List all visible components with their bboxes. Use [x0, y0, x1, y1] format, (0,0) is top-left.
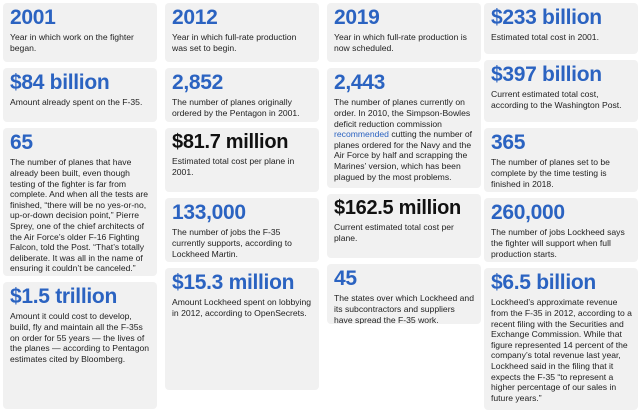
- stat-value: $233 billion: [491, 6, 602, 29]
- stat-card: $1.5 trillion Amount it could cost to de…: [3, 282, 157, 409]
- stat-description: Amount already spent on the F-35.: [10, 97, 143, 108]
- stat-card: 365 The number of planes set to be compl…: [484, 128, 638, 192]
- stat-card: 2,443 The number of planes currently on …: [327, 68, 481, 188]
- stat-description: The states over which Lockheed and its s…: [334, 293, 474, 324]
- stat-card: 260,000 The number of jobs Lockheed says…: [484, 198, 638, 262]
- stat-card: 2001 Year in which work on the fighter b…: [3, 3, 157, 62]
- stat-description: Year in which work on the fighter began.: [10, 32, 134, 53]
- stat-description: Current estimated total cost per plane.: [334, 222, 454, 243]
- stat-value: 2,443: [334, 71, 386, 94]
- stat-card: $15.3 million Amount Lockheed spent on l…: [165, 268, 319, 390]
- stat-value: $6.5 billion: [491, 271, 596, 294]
- stat-description: Estimated total cost per plane in 2001.: [172, 156, 295, 177]
- column-2: 2012 Year in which full-rate production …: [165, 3, 319, 396]
- stat-description: Year in which full-rate production was s…: [172, 32, 297, 53]
- stat-card: 2,852 The number of planes originally or…: [165, 68, 319, 122]
- stat-description: Current estimated total cost, according …: [491, 89, 622, 110]
- stat-card: 2019 Year in which full-rate production …: [327, 3, 481, 62]
- stat-description: The number of planes that have already b…: [10, 157, 149, 274]
- stat-description: The number of jobs Lockheed says the fig…: [491, 227, 625, 259]
- stat-card: 2012 Year in which full-rate production …: [165, 3, 319, 62]
- stat-description: Lockheed’s approximate revenue from the …: [491, 297, 632, 403]
- stat-value: 65: [10, 131, 33, 154]
- description-text: The number of planes currently on order.…: [334, 97, 471, 129]
- stat-value: 260,000: [491, 201, 565, 224]
- recommended-link[interactable]: recommended: [334, 129, 389, 140]
- stat-description: The number of planes set to be complete …: [491, 157, 610, 189]
- stat-value: $1.5 trillion: [10, 285, 117, 308]
- stat-value: $81.7 million: [172, 131, 289, 153]
- stat-value: $162.5 million: [334, 197, 461, 219]
- column-1: 2001 Year in which work on the fighter b…: [3, 3, 157, 410]
- stat-card: 133,000 The number of jobs the F-35 curr…: [165, 198, 319, 262]
- stat-description: Amount it could cost to develop, build, …: [10, 311, 150, 364]
- column-4: $233 billion Estimated total cost in 200…: [484, 3, 638, 410]
- stat-value: $397 billion: [491, 63, 602, 86]
- stat-card: 45 The states over which Lockheed and it…: [327, 264, 481, 324]
- stat-description: The number of jobs the F-35 currently su…: [172, 227, 292, 259]
- stat-value: 2001: [10, 6, 56, 29]
- stat-card: $162.5 million Current estimated total c…: [327, 194, 481, 258]
- stat-value: $84 billion: [10, 71, 110, 94]
- column-3: 2019 Year in which full-rate production …: [327, 3, 481, 330]
- stat-value: 2012: [172, 6, 218, 29]
- stat-card: 65 The number of planes that have alread…: [3, 128, 157, 276]
- stat-card: $233 billion Estimated total cost in 200…: [484, 3, 638, 54]
- stat-description: Estimated total cost in 2001.: [491, 32, 599, 43]
- stat-card: $84 billion Amount already spent on the …: [3, 68, 157, 122]
- stat-value: 133,000: [172, 201, 246, 224]
- stat-description: The number of planes originally ordered …: [172, 97, 300, 118]
- stat-value: $15.3 million: [172, 271, 295, 294]
- stat-value: 2,852: [172, 71, 224, 94]
- stat-value: 365: [491, 131, 526, 154]
- stat-description: Amount Lockheed spent on lobbying in 201…: [172, 297, 312, 318]
- description-text: cutting the number of planes ordered for…: [334, 129, 473, 182]
- stat-card: $397 billion Current estimated total cos…: [484, 60, 638, 122]
- stat-description: Year in which full-rate production is no…: [334, 32, 467, 53]
- stat-description: The number of planes currently on order.…: [334, 97, 475, 182]
- stat-card: $81.7 million Estimated total cost per p…: [165, 128, 319, 192]
- stat-value: 2019: [334, 6, 380, 29]
- stat-value: 45: [334, 267, 357, 290]
- stat-card: $6.5 billion Lockheed’s approximate reve…: [484, 268, 638, 410]
